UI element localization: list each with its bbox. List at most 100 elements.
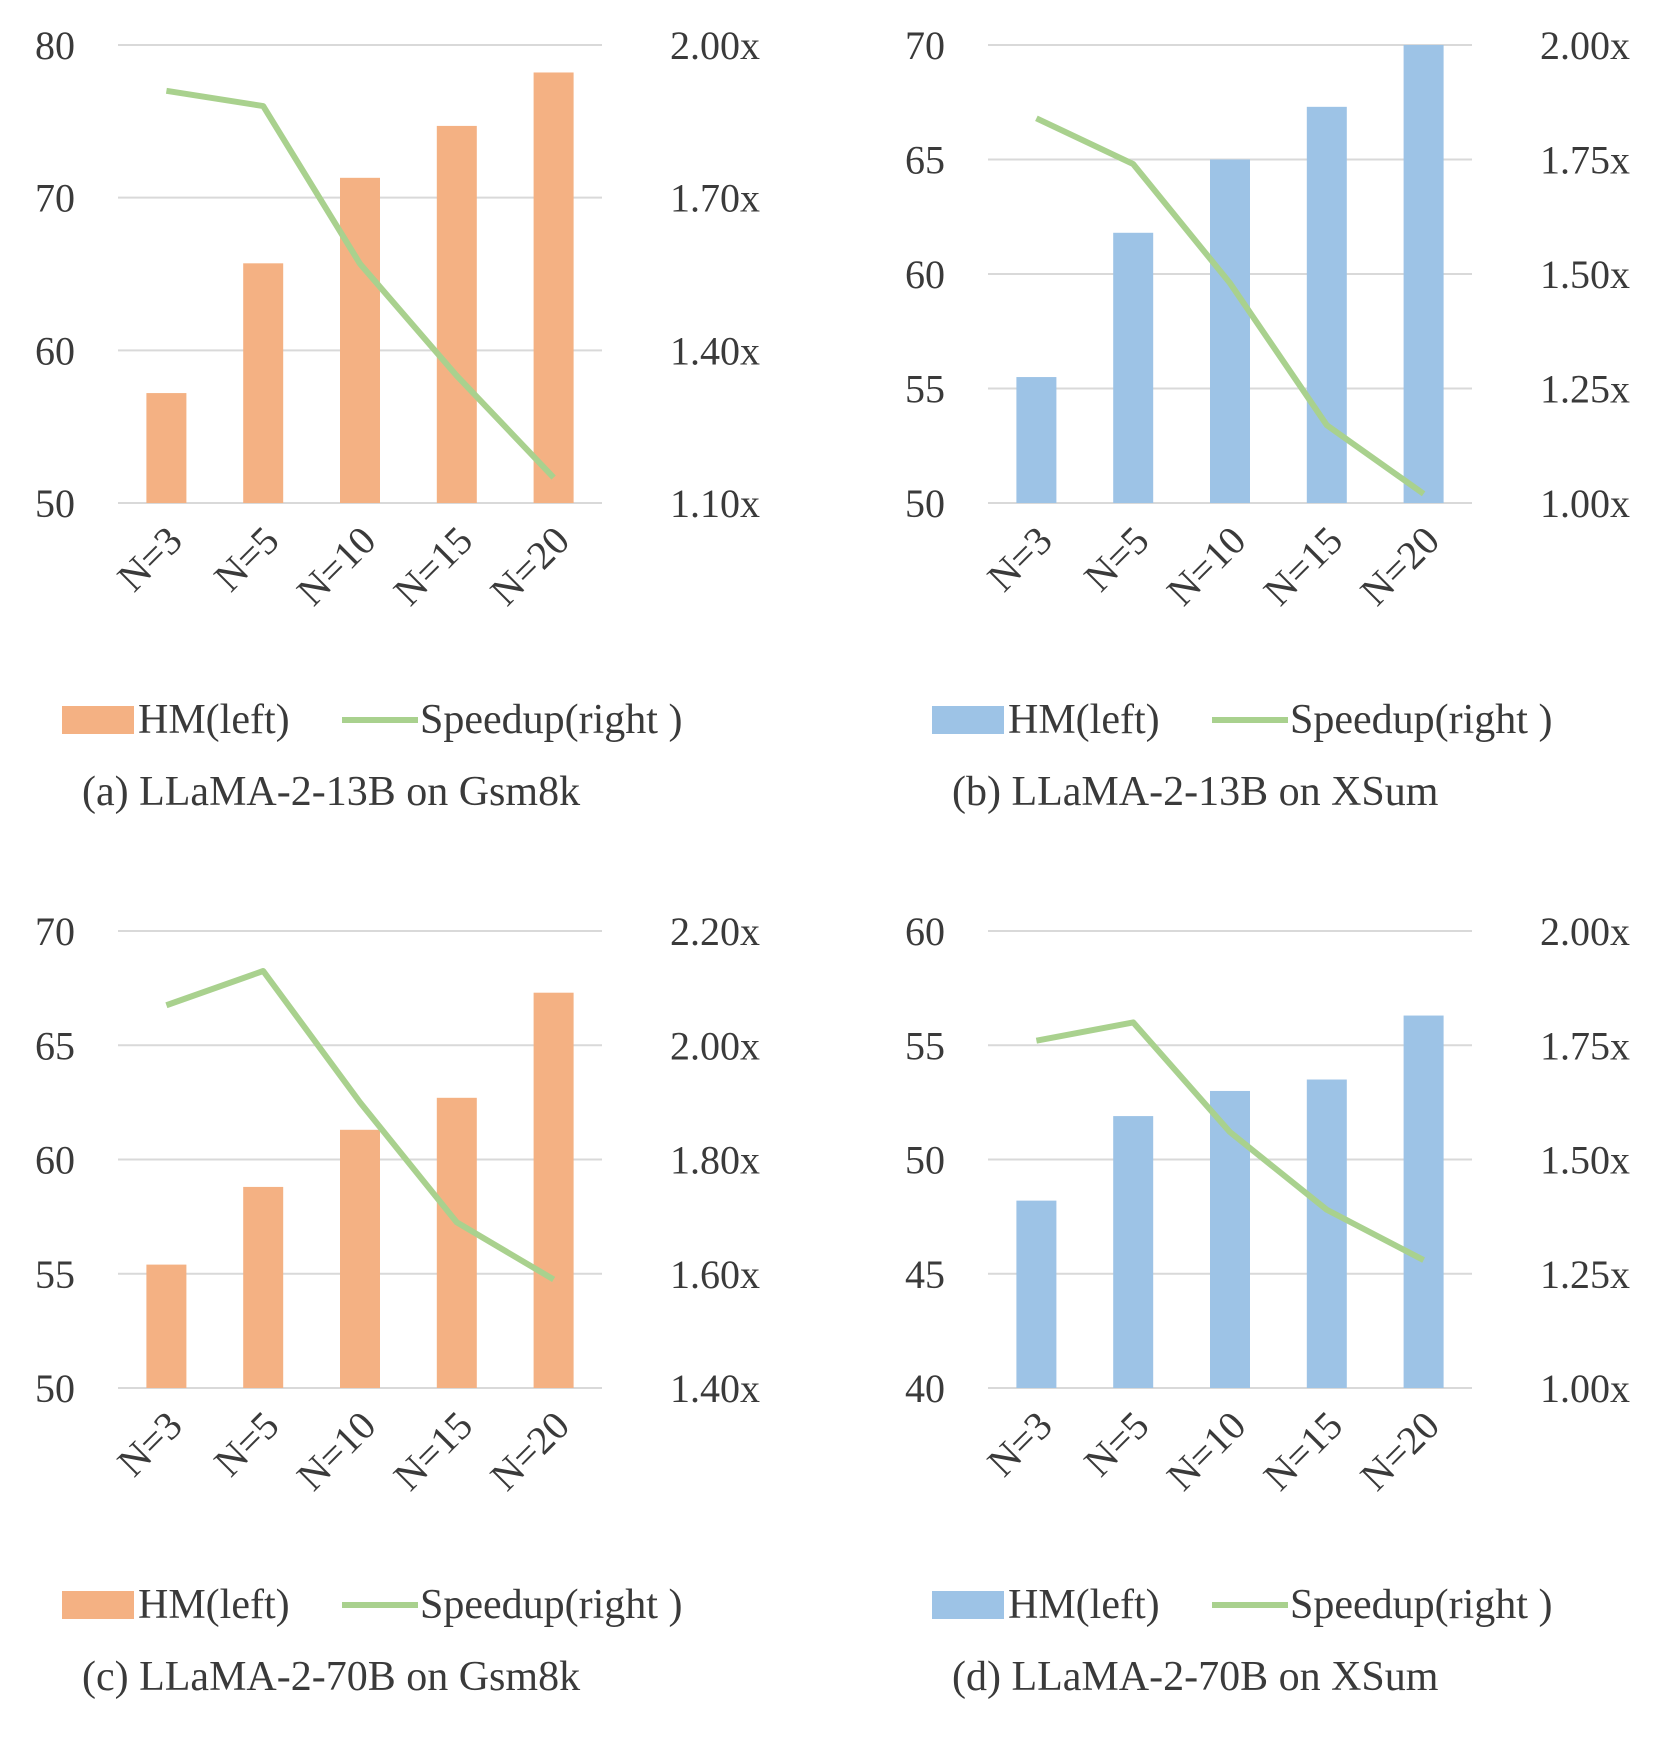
bar-hm-N20 bbox=[1403, 45, 1444, 503]
bar-hm-N3 bbox=[146, 1264, 187, 1388]
legend-bar-swatch bbox=[62, 1591, 134, 1619]
speedup-line bbox=[1035, 115, 1426, 497]
x-tick-label: N=10 bbox=[1158, 518, 1254, 614]
bar-hm-N3 bbox=[1016, 377, 1057, 503]
right-tick-label: 2.00x bbox=[670, 1023, 760, 1068]
legend-bar-label: HM(left) bbox=[1008, 697, 1160, 743]
right-tick-label: 1.50x bbox=[1540, 252, 1630, 297]
panel-caption: (c) LLaMA-2-70B on Gsm8k bbox=[82, 1654, 580, 1700]
right-tick-label: 2.00x bbox=[1540, 23, 1630, 68]
left-tick-label: 55 bbox=[35, 1252, 75, 1297]
left-tick-label: 80 bbox=[35, 23, 75, 68]
panel-caption: (b) LLaMA-2-13B on XSum bbox=[952, 769, 1439, 815]
bar-hm-N20 bbox=[533, 992, 574, 1388]
right-tick-label: 1.60x bbox=[670, 1252, 760, 1297]
x-tick-label: N=3 bbox=[108, 1403, 190, 1485]
left-tick-label: 60 bbox=[35, 1138, 75, 1183]
bar-hm-N5 bbox=[1113, 1116, 1154, 1388]
x-tick-label: N=5 bbox=[1075, 518, 1157, 600]
left-tick-label: 40 bbox=[905, 1366, 945, 1411]
panel-caption: (d) LLaMA-2-70B on XSum bbox=[952, 1654, 1439, 1700]
legend-bar-label: HM(left) bbox=[138, 697, 290, 743]
left-tick-label: 60 bbox=[905, 252, 945, 297]
x-tick-label: N=3 bbox=[978, 1403, 1060, 1485]
x-tick-label: N=3 bbox=[978, 518, 1060, 600]
right-tick-label: 1.75x bbox=[1540, 138, 1630, 183]
right-tick-label: 1.00x bbox=[1540, 1366, 1630, 1411]
right-tick-label: 2.00x bbox=[1540, 909, 1630, 954]
legend-bar-swatch bbox=[62, 706, 134, 734]
right-tick-label: 1.40x bbox=[670, 328, 760, 373]
x-tick-label: N=15 bbox=[1255, 518, 1351, 614]
bar-hm-N10 bbox=[340, 1129, 380, 1388]
bar-hm-N5 bbox=[243, 263, 284, 503]
x-tick-label: N=20 bbox=[1351, 1403, 1447, 1499]
legend-bar-label: HM(left) bbox=[138, 1582, 290, 1628]
left-tick-label: 60 bbox=[35, 328, 75, 373]
bar-hm-N10 bbox=[1210, 159, 1250, 503]
bar-hm-N5 bbox=[243, 1186, 284, 1388]
bar-hm-N20 bbox=[533, 72, 574, 503]
left-tick-label: 50 bbox=[905, 481, 945, 526]
x-tick-label: N=5 bbox=[205, 518, 287, 600]
legend-line-label: Speedup(right ) bbox=[1290, 697, 1552, 743]
x-tick-label: N=10 bbox=[1158, 1403, 1254, 1499]
left-tick-label: 45 bbox=[905, 1252, 945, 1297]
right-tick-label: 1.00x bbox=[1540, 481, 1630, 526]
right-tick-label: 1.40x bbox=[670, 1366, 760, 1411]
bar-hm-N15 bbox=[436, 1097, 477, 1388]
left-tick-label: 70 bbox=[905, 23, 945, 68]
bar-hm-N20 bbox=[1403, 1015, 1444, 1388]
x-tick-label: N=15 bbox=[385, 518, 481, 614]
right-tick-label: 1.75x bbox=[1540, 1023, 1630, 1068]
legend-bar-label: HM(left) bbox=[1008, 1582, 1160, 1628]
bar-hm-N15 bbox=[1306, 1079, 1347, 1388]
left-tick-label: 50 bbox=[905, 1138, 945, 1183]
legend-line-label: Speedup(right ) bbox=[1290, 1582, 1552, 1628]
left-tick-label: 55 bbox=[905, 367, 945, 412]
right-tick-label: 2.00x bbox=[670, 23, 760, 68]
left-tick-label: 70 bbox=[35, 909, 75, 954]
speedup-line bbox=[165, 967, 556, 1283]
x-tick-label: N=20 bbox=[481, 518, 577, 614]
right-tick-label: 1.70x bbox=[670, 176, 760, 221]
legend-line-label: Speedup(right ) bbox=[420, 1582, 682, 1628]
x-tick-label: N=15 bbox=[1255, 1403, 1351, 1499]
x-tick-label: N=10 bbox=[288, 518, 384, 614]
speedup-line bbox=[165, 87, 556, 480]
x-tick-label: N=5 bbox=[1075, 1403, 1157, 1485]
left-tick-label: 50 bbox=[35, 481, 75, 526]
x-tick-label: N=5 bbox=[205, 1403, 287, 1485]
left-tick-label: 60 bbox=[905, 909, 945, 954]
right-tick-label: 1.25x bbox=[1540, 1252, 1630, 1297]
x-tick-label: N=20 bbox=[481, 1403, 577, 1499]
left-tick-label: 70 bbox=[35, 176, 75, 221]
right-tick-label: 1.50x bbox=[1540, 1138, 1630, 1183]
legend-bar-swatch bbox=[932, 1591, 1004, 1619]
left-tick-label: 50 bbox=[35, 1366, 75, 1411]
bar-hm-N3 bbox=[1016, 1200, 1057, 1388]
right-tick-label: 1.25x bbox=[1540, 367, 1630, 412]
left-tick-label: 65 bbox=[905, 138, 945, 183]
legend-line-label: Speedup(right ) bbox=[420, 697, 682, 743]
left-tick-label: 55 bbox=[905, 1023, 945, 1068]
speedup-line bbox=[1035, 1019, 1425, 1263]
legend-bar-swatch bbox=[932, 706, 1004, 734]
x-tick-label: N=10 bbox=[288, 1403, 384, 1499]
right-tick-label: 1.10x bbox=[670, 481, 760, 526]
right-tick-label: 2.20x bbox=[670, 909, 760, 954]
left-tick-label: 65 bbox=[35, 1023, 75, 1068]
bar-hm-N3 bbox=[146, 393, 187, 503]
x-tick-label: N=15 bbox=[385, 1403, 481, 1499]
panel-caption: (a) LLaMA-2-13B on Gsm8k bbox=[82, 769, 580, 815]
bar-hm-N15 bbox=[1306, 106, 1347, 503]
x-tick-label: N=3 bbox=[108, 518, 190, 600]
bar-hm-N15 bbox=[436, 125, 477, 503]
right-tick-label: 1.80x bbox=[670, 1138, 760, 1183]
x-tick-label: N=20 bbox=[1351, 518, 1447, 614]
bar-hm-N10 bbox=[340, 177, 380, 503]
